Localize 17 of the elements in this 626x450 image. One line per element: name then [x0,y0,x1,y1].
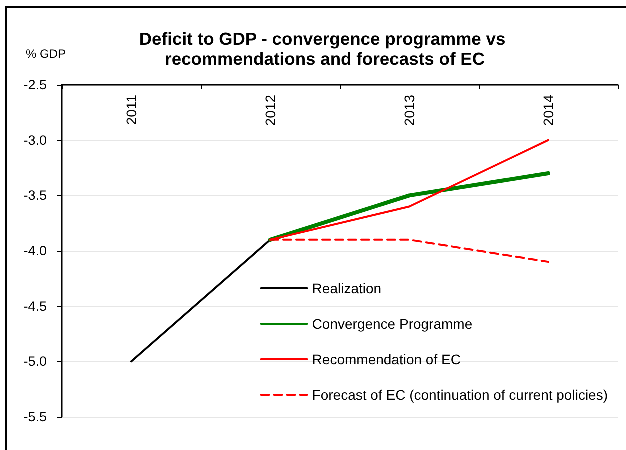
y-tick-label: -4.0 [24,244,47,258]
chart-title: Deficit to GDP - convergence programme vs recommendations and forecasts of EC [139,29,511,69]
legend-label: Realization [312,280,382,296]
y-tick-label: -5.5 [24,410,47,424]
y-axis-title: % GDP [26,47,66,61]
y-tick-label: -2.5 [24,78,47,92]
y-tick-label: -5.0 [24,354,47,370]
x-tick-label: 2013 [402,94,418,126]
y-tick-label: -4.5 [24,298,47,314]
x-tick-label: 2014 [540,94,556,126]
x-tick-label: 2012 [262,94,278,126]
legend-label: Forecast of EC (continuation of current policies) [312,387,608,403]
legend-label: Convergence Programme [312,316,473,332]
legend-label: Recommendation of EC [312,352,461,368]
y-tick-label: -3.5 [24,188,47,204]
y-tick-label: -3.0 [24,132,47,148]
x-tick-label: 2011 [124,94,140,126]
